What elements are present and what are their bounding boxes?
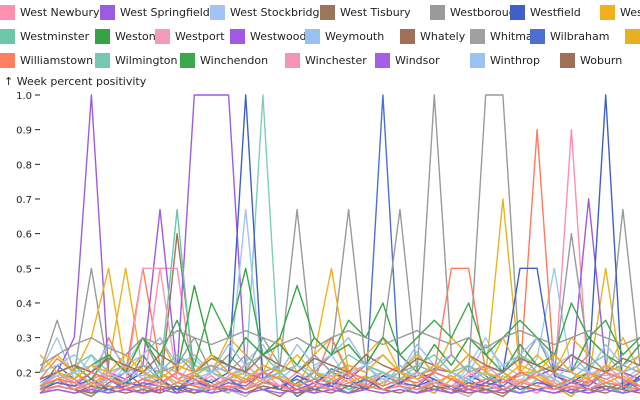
- series-line-winthrop: [39, 364, 640, 384]
- legend-swatch: [320, 4, 335, 20]
- series-line-williamstown: [39, 382, 640, 391]
- legend-label: Westport: [175, 29, 225, 43]
- series-line-wilbraham: [39, 378, 640, 391]
- legend-item: Wilmington: [95, 52, 178, 68]
- legend-item: Westport: [155, 28, 225, 44]
- legend-label: West Stockbridge: [230, 5, 327, 19]
- legend-swatch: [155, 28, 170, 44]
- legend-label: Wilbraham: [550, 29, 610, 43]
- y-axis-label: ↑ Week percent positivity: [4, 75, 147, 88]
- legend-label: Windsor: [395, 53, 440, 67]
- y-tick-label: 0.4: [16, 299, 32, 310]
- legend-swatch: [430, 4, 445, 20]
- legend-item: West Newbury: [0, 4, 100, 20]
- legend-item: Whately: [400, 28, 465, 44]
- legend-label: Whately: [420, 29, 466, 43]
- legend-item: West Stockbridge: [210, 4, 326, 20]
- series-line-west-springfield: [39, 94, 640, 384]
- legend-item: Weymouth: [305, 28, 384, 44]
- legend-label: Winchester: [305, 53, 367, 67]
- series-line-weymouth: [39, 336, 640, 373]
- legend-swatch: [95, 52, 110, 68]
- legend-label: West Newbury: [20, 5, 100, 19]
- legend-swatch: [600, 4, 615, 20]
- legend-item: Weston: [95, 28, 156, 44]
- legend-item: West Tisbury: [320, 4, 411, 20]
- legend-label: West Tisbury: [340, 5, 411, 19]
- legend-label: Weymouth: [325, 29, 385, 43]
- legend-swatch: [625, 28, 640, 44]
- series-line-winchendon: [39, 267, 640, 387]
- legend-item: Westwood: [230, 28, 306, 44]
- legend-item: West Springfield: [100, 4, 210, 20]
- series-line-worcester: [39, 330, 640, 366]
- series-line-westford: [39, 267, 640, 373]
- legend-swatch: [560, 52, 575, 68]
- legend-swatch: [0, 28, 15, 44]
- legend-item: Wilbraham: [530, 28, 609, 44]
- legend-swatch: [470, 52, 485, 68]
- legend-label: Williamstown: [20, 53, 94, 67]
- legend-item: Winthrop: [470, 52, 540, 68]
- legend-swatch: [95, 28, 110, 44]
- legend-swatch: [210, 4, 225, 20]
- legend-item: Whitman: [470, 28, 540, 44]
- legend-swatch: [230, 28, 245, 44]
- legend-item: Winchendon: [180, 52, 268, 68]
- y-tick-label: 0.8: [16, 160, 32, 171]
- legend-label: West Springfield: [120, 5, 210, 19]
- series-line-yarmouth: [39, 371, 640, 387]
- legend-swatch: [375, 52, 390, 68]
- legend-label: Wilmington: [115, 53, 178, 67]
- series-line-windsor: [39, 388, 640, 394]
- legend-label: Westfield: [530, 5, 581, 19]
- series-line-westminster: [39, 208, 640, 394]
- legend-item: Woburn: [560, 52, 622, 68]
- y-tick-label: 0.2: [16, 368, 32, 379]
- y-tick-label: 0.7: [16, 195, 32, 206]
- series-line-woburn: [39, 354, 640, 380]
- legend-item: Westborough: [430, 4, 523, 20]
- legend-label: Whitman: [490, 29, 540, 43]
- series-line-wrentham: [39, 354, 640, 380]
- y-tick-label: 0.5: [16, 264, 32, 275]
- y-tick-label: 0.3: [16, 334, 32, 345]
- legend-item: Williamstown: [0, 52, 93, 68]
- legend-swatch: [100, 4, 115, 20]
- y-tick-label: 0.9: [16, 126, 32, 137]
- legend-label: Westford: [620, 5, 640, 19]
- legend-swatch: [530, 28, 545, 44]
- legend-item: Winchester: [285, 52, 367, 68]
- legend-swatch: [400, 28, 415, 44]
- y-tick-label: 0.6: [16, 230, 32, 241]
- legend-swatch: [510, 4, 525, 20]
- series-line-westborough: [39, 94, 640, 373]
- legend-item: Westminster: [0, 28, 89, 44]
- legend-swatch: [0, 4, 15, 20]
- legend-swatch: [285, 52, 300, 68]
- legend-label: Woburn: [580, 53, 623, 67]
- legend-label: Westwood: [250, 29, 307, 43]
- y-axis: 1.0 0.9 0.8 0.7 0.6 0.5 0.4 0.3 0.2: [16, 91, 40, 379]
- legend-swatch: [0, 52, 15, 68]
- legend-label: Westminster: [20, 29, 90, 43]
- legend-label: Weston: [115, 29, 156, 43]
- series-line-westfield: [39, 94, 640, 391]
- legend-item: Westfield: [510, 4, 581, 20]
- legend-label: Westborough: [450, 5, 523, 19]
- y-tick-label: 1.0: [16, 91, 32, 102]
- legend-swatch: [470, 28, 485, 44]
- legend-item: W: [625, 28, 640, 44]
- legend-swatch: [305, 28, 320, 44]
- legend-label: Winthrop: [490, 53, 540, 67]
- legend-item: Westford: [600, 4, 640, 20]
- series-lines: [39, 94, 640, 398]
- legend-label: Winchendon: [200, 53, 269, 67]
- legend-item: Windsor: [375, 52, 440, 68]
- series-line-west-stockbridge: [39, 208, 640, 394]
- legend: WaylandWebsterWellesleyWellfleetWendellW…: [0, 0, 640, 72]
- legend-swatch: [180, 52, 195, 68]
